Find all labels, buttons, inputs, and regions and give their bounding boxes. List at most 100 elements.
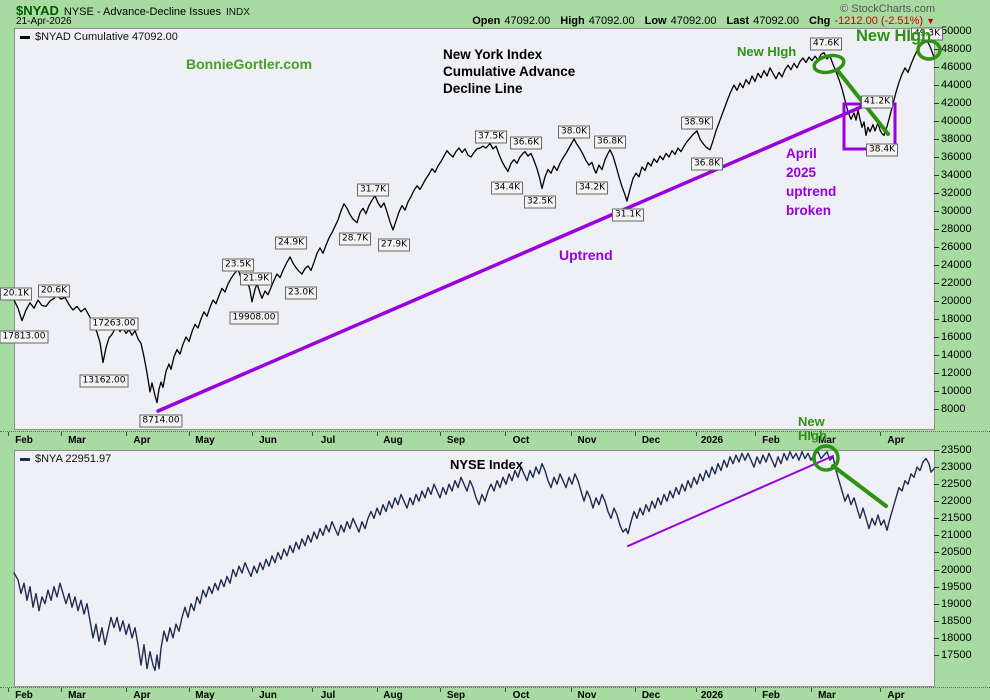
y-tick-mark	[934, 518, 939, 519]
quote-open-value: 47092.00	[504, 15, 551, 27]
y-tick-label: 19500	[941, 581, 972, 593]
panel1-title-line: Cumulative Advance	[443, 64, 576, 79]
y-tick-mark	[934, 373, 939, 374]
month-tick	[61, 688, 62, 692]
y-tick-label: 18500	[941, 615, 972, 627]
month-label-dec: Dec	[641, 690, 661, 700]
y-tick-mark	[934, 85, 939, 86]
y-tick-mark	[934, 283, 939, 284]
copyright: © StockCharts.com	[840, 3, 935, 15]
watermark-bonniegortler: BonnieGortler.com	[186, 56, 313, 72]
uptrend-label: Uptrend	[559, 247, 613, 263]
y-tick-label: 28000	[941, 223, 972, 235]
nya-legend: $NYA 22951.97	[20, 453, 111, 465]
y-tick-label: 42000	[941, 97, 972, 109]
uptrend-broken-label: April 2025 uptrend broken	[786, 146, 837, 218]
nyad-legend: $NYAD Cumulative 47092.00	[20, 31, 178, 43]
price-callout: 23.5K	[222, 258, 254, 272]
month-label-mar: Mar	[818, 690, 836, 700]
month-tick	[440, 432, 441, 436]
y-tick-label: 21000	[941, 529, 972, 541]
y-tick-label: 20000	[941, 564, 972, 576]
price-callout: 8714.00	[139, 414, 183, 428]
month-label-2026: 2026	[700, 435, 724, 446]
month-label-feb: Feb	[762, 435, 780, 446]
nyad-line-swatch	[20, 35, 30, 39]
y-tick-label: 30000	[941, 205, 972, 217]
price-callout: 20.1K	[0, 287, 32, 301]
y-tick-mark	[934, 552, 939, 553]
y-tick-label: 8000	[941, 403, 966, 415]
chg-dropdown-triangle-icon[interactable]: ▼	[926, 16, 935, 26]
y-tick-label: 44000	[941, 79, 972, 91]
y-tick-mark	[934, 604, 939, 605]
y-tick-mark	[934, 450, 939, 451]
month-tick	[635, 688, 636, 692]
y-tick-mark	[934, 247, 939, 248]
price-callout: 47.6K	[810, 37, 842, 51]
y-tick-label: 24000	[941, 259, 972, 271]
month-tick	[571, 688, 572, 692]
price-callout: 38.9K	[681, 116, 713, 130]
y-tick-label: 19000	[941, 598, 972, 610]
price-callout: 31.7K	[357, 183, 389, 197]
y-tick-label: 12000	[941, 367, 972, 379]
y-tick-label: 22000	[941, 277, 972, 289]
month-tick	[571, 432, 572, 436]
quote-chg-label: Chg	[809, 15, 831, 27]
month-tick	[696, 688, 697, 692]
month-tick	[755, 432, 756, 436]
month-label-apr: Apr	[133, 690, 151, 700]
month-label-oct: Oct	[512, 435, 530, 446]
y-tick-mark	[934, 638, 939, 639]
y-tick-mark	[934, 391, 939, 392]
y-tick-label: 40000	[941, 115, 972, 127]
y-tick-mark	[934, 587, 939, 588]
y-tick-mark	[934, 535, 939, 536]
y-tick-label: 22000	[941, 495, 972, 507]
price-callout: 13162.00	[79, 374, 129, 388]
y-tick-label: 18000	[941, 632, 972, 644]
month-tick	[8, 432, 9, 436]
y-tick-label: 32000	[941, 187, 972, 199]
y-tick-mark	[934, 501, 939, 502]
quote-open-label: Open	[472, 15, 501, 27]
y-tick-mark	[934, 175, 939, 176]
month-label-jul: Jul	[320, 690, 336, 700]
price-callout: 32.5K	[524, 195, 556, 209]
month-label-feb: Feb	[762, 690, 780, 700]
price-callout: 37.5K	[475, 130, 507, 144]
quote-chg-value: -1212.00 (-2.51%)	[834, 15, 924, 27]
y-tick-mark	[934, 301, 939, 302]
y-tick-label: 38000	[941, 133, 972, 145]
month-tick	[61, 432, 62, 436]
chart-date: 21-Apr-2026	[16, 16, 72, 27]
y-tick-mark	[934, 121, 939, 122]
panel1-title-line: Decline Line	[443, 81, 523, 96]
symbol: $NYAD	[16, 3, 59, 18]
price-callout: 17263.00	[89, 317, 139, 331]
price-callout: 36.8K	[594, 135, 626, 149]
new-high-left-label: New HIgh	[737, 44, 797, 59]
price-callout: 17813.00	[0, 330, 49, 344]
month-tick	[377, 432, 378, 436]
price-callout: 27.9K	[378, 238, 410, 252]
price-callout: 38.4K	[866, 143, 898, 157]
month-tick	[126, 432, 127, 436]
panel1-title: New York Index Cumulative Advance Decline …	[443, 46, 575, 97]
y-tick-label: 26000	[941, 241, 972, 253]
y-tick-label: 48000	[941, 43, 972, 55]
month-tick	[377, 688, 378, 692]
y-tick-label: 21500	[941, 512, 972, 524]
y-tick-mark	[934, 655, 939, 656]
panel1-title-line: New York Index	[443, 47, 543, 62]
month-tick	[880, 688, 881, 692]
month-label-apr: Apr	[887, 435, 905, 446]
month-tick	[755, 688, 756, 692]
y-tick-mark	[934, 621, 939, 622]
price-callout: 36.8K	[691, 157, 723, 171]
y-tick-mark	[934, 467, 939, 468]
x-axis-middle: Feb Mar Apr May Jun Jul Aug Sep Oct Nov Dec 2026 Feb…	[0, 431, 990, 450]
quote-low-label: Low	[644, 15, 667, 27]
month-tick	[126, 688, 127, 692]
